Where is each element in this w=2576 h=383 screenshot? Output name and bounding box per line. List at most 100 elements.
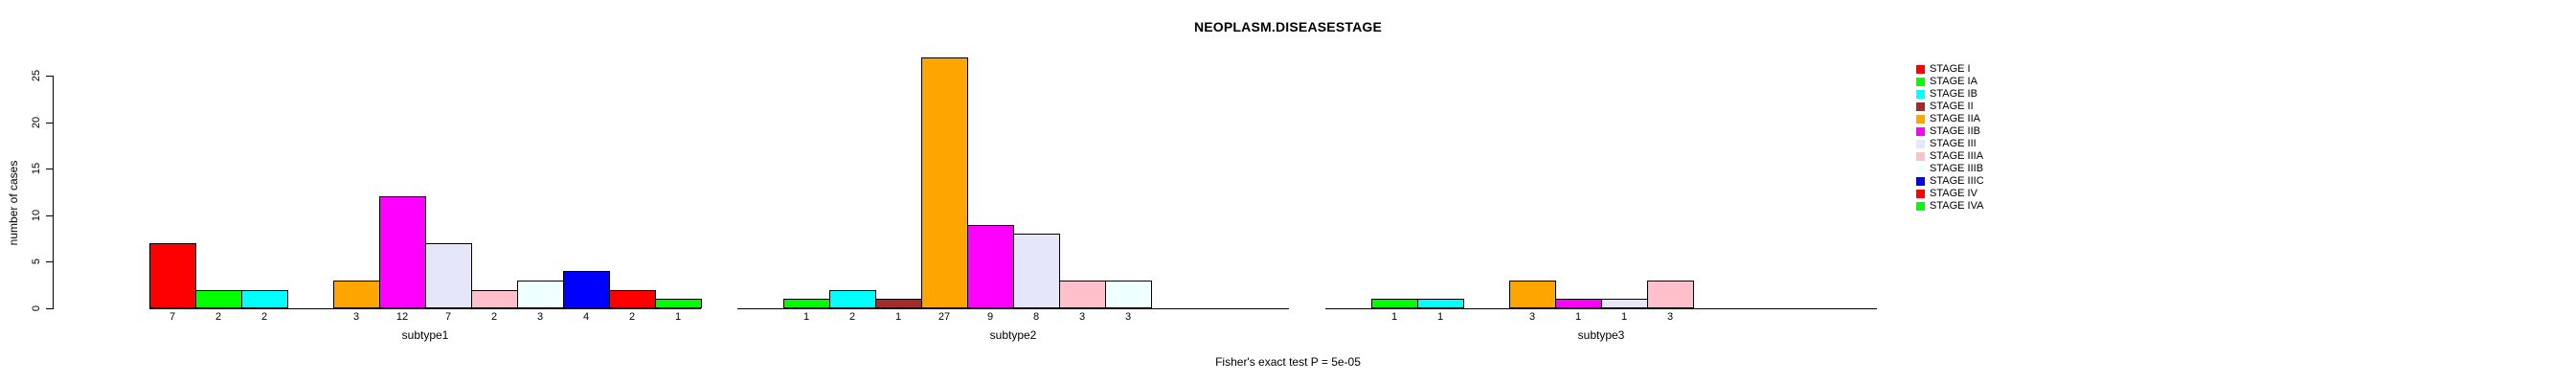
legend-label: STAGE IIA xyxy=(1930,113,1980,124)
legend-swatch xyxy=(1916,65,1925,74)
bar-value-label: 3 xyxy=(1124,311,1132,323)
y-axis-tick-label: 20 xyxy=(31,116,42,129)
y-axis-tick-label: 15 xyxy=(31,162,42,175)
bar-stage-iia xyxy=(921,56,968,308)
bar-stage-iv xyxy=(609,289,656,308)
y-axis-tick xyxy=(46,123,53,124)
bar-stage-ib xyxy=(241,289,288,308)
bar-stage-ia xyxy=(195,289,242,308)
bar-stage-iia xyxy=(1509,280,1556,308)
legend-item: STAGE III xyxy=(1916,138,1984,150)
bar-value-label: 1 xyxy=(674,311,682,323)
bar-stage-iva xyxy=(655,299,702,308)
legend-item: STAGE IV xyxy=(1916,188,1984,200)
bar-value-label: 2 xyxy=(628,311,636,323)
y-axis-tick-label: 10 xyxy=(31,209,42,222)
bar-stage-iib xyxy=(379,196,426,308)
bar-stage-iiib xyxy=(1105,280,1152,308)
legend-item: STAGE IIA xyxy=(1916,113,1984,125)
legend-label: STAGE IIB xyxy=(1930,125,1980,137)
bar-stage-ii xyxy=(875,299,922,308)
legend-swatch xyxy=(1916,102,1925,111)
bar-stage-ib xyxy=(829,289,876,308)
legend-swatch xyxy=(1916,140,1925,148)
legend-swatch xyxy=(1916,90,1925,99)
group-label-subtype2: subtype2 xyxy=(989,328,1037,342)
bar-value-label: 1 xyxy=(894,311,902,323)
legend-item: STAGE IB xyxy=(1916,88,1984,101)
bar-stage-iiib xyxy=(517,280,564,308)
x-axis-line xyxy=(737,308,1289,309)
bar-stage-ia xyxy=(1371,299,1418,308)
legend-swatch xyxy=(1916,152,1925,161)
chart-title: NEOPLASM.DISEASESTAGE xyxy=(1193,19,1383,34)
bar-stage-iiia xyxy=(471,289,518,308)
bar-stage-ib xyxy=(1417,299,1464,308)
bar-stage-iiia xyxy=(1647,280,1694,308)
bar-stage-i xyxy=(149,243,196,308)
bar-value-label: 3 xyxy=(352,311,360,323)
legend-swatch xyxy=(1916,78,1925,86)
bar-value-label: 27 xyxy=(938,311,951,323)
legend-swatch xyxy=(1916,202,1925,211)
y-axis-title: number of cases xyxy=(7,160,20,246)
y-axis-tick xyxy=(46,76,53,77)
bar-stage-iii xyxy=(1013,234,1060,308)
legend-label: STAGE IA xyxy=(1930,76,1977,87)
legend-label: STAGE IIIB xyxy=(1930,163,1984,174)
bar-stage-iia xyxy=(333,280,380,308)
bar-value-label: 1 xyxy=(1574,311,1582,323)
legend-label: STAGE IIIC xyxy=(1930,175,1984,187)
legend: STAGE I STAGE IA STAGE IB STAGE II STAGE IIA… xyxy=(1916,63,1984,213)
bar-value-label: 7 xyxy=(444,311,452,323)
legend-item: STAGE II xyxy=(1916,101,1984,113)
bar-stage-iii xyxy=(1601,299,1648,308)
bar-value-label: 1 xyxy=(1390,311,1398,323)
legend-label: STAGE I xyxy=(1930,63,1971,75)
y-axis-tick xyxy=(46,308,53,309)
bar-value-label: 9 xyxy=(986,311,994,323)
bar-value-label: 3 xyxy=(1528,311,1536,323)
bar-value-label: 1 xyxy=(802,311,810,323)
y-axis-tick xyxy=(46,215,53,216)
legend-swatch xyxy=(1916,165,1925,173)
legend-item: STAGE IIIB xyxy=(1916,163,1984,175)
legend-item: STAGE IIIC xyxy=(1916,175,1984,188)
x-axis-line xyxy=(1325,308,1877,309)
legend-label: STAGE IVA xyxy=(1930,200,1984,212)
bar-value-label: 1 xyxy=(1436,311,1444,323)
legend-swatch xyxy=(1916,177,1925,186)
legend-label: STAGE IIIA xyxy=(1930,150,1984,162)
legend-item: STAGE IVA xyxy=(1916,200,1984,213)
bar-value-label: 3 xyxy=(1078,311,1086,323)
legend-label: STAGE III xyxy=(1930,138,1977,149)
legend-label: STAGE IB xyxy=(1930,88,1977,100)
bar-stage-iib xyxy=(1555,299,1602,308)
bar-stage-iii xyxy=(425,243,472,308)
bar-value-label: 4 xyxy=(582,311,590,323)
legend-item: STAGE IA xyxy=(1916,76,1984,88)
y-axis-tick-label: 5 xyxy=(31,258,42,265)
legend-swatch xyxy=(1916,127,1925,136)
bar-stage-iib xyxy=(967,224,1014,308)
bar-stage-iiic xyxy=(563,271,610,308)
legend-item: STAGE I xyxy=(1916,63,1984,76)
bar-value-label: 8 xyxy=(1032,311,1040,323)
legend-swatch xyxy=(1916,115,1925,124)
bar-value-label: 3 xyxy=(1666,311,1674,323)
y-axis-tick-label: 25 xyxy=(31,69,42,82)
bar-value-label: 2 xyxy=(848,311,856,323)
legend-label: STAGE II xyxy=(1930,101,1974,112)
bar-value-label: 1 xyxy=(1620,311,1628,323)
bar-value-label: 12 xyxy=(395,311,409,323)
y-axis-tick-label: 0 xyxy=(31,304,42,312)
bar-stage-ia xyxy=(783,299,830,308)
bar-value-label: 2 xyxy=(490,311,498,323)
bar-stage-iiia xyxy=(1059,280,1106,308)
legend-item: STAGE IIB xyxy=(1916,125,1984,138)
bar-value-label: 3 xyxy=(536,311,544,323)
x-axis-line xyxy=(149,308,701,309)
group-label-subtype1: subtype1 xyxy=(401,328,449,342)
bar-value-label: 2 xyxy=(260,311,268,323)
y-axis-line xyxy=(53,76,54,309)
